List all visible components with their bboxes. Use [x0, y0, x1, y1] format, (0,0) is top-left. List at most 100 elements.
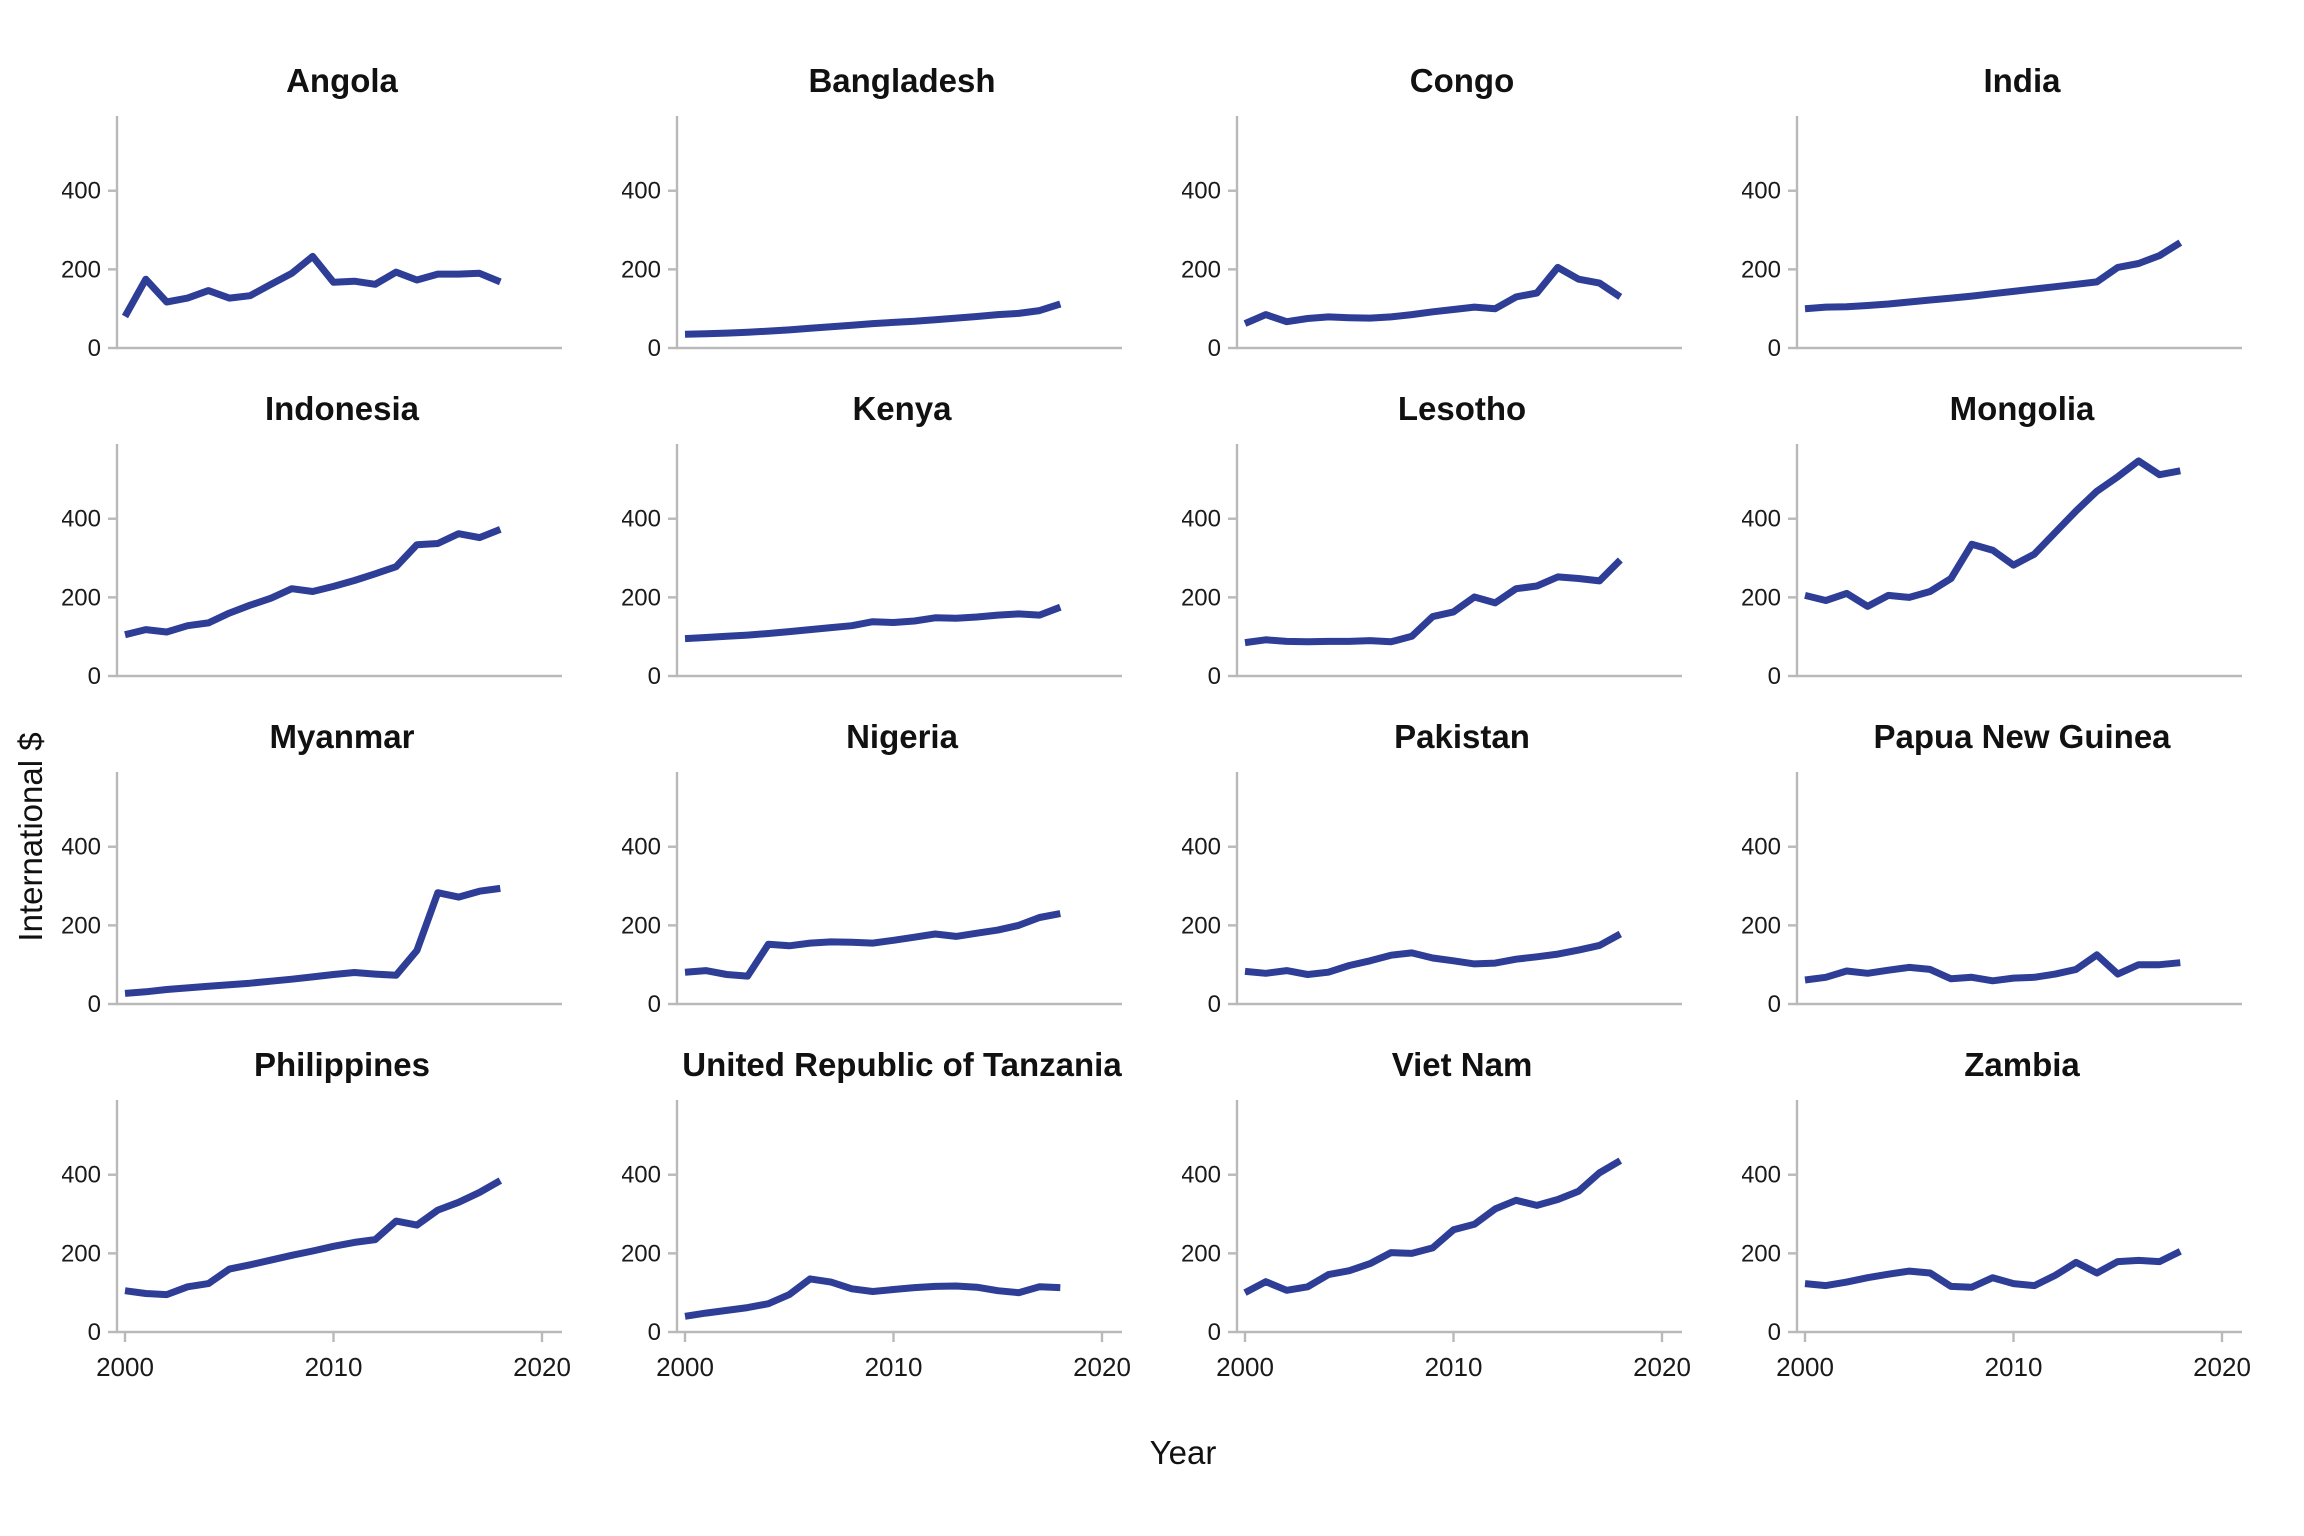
plot-svg: 0 200 400: [62, 772, 562, 1018]
data-line: [1804, 951, 2181, 985]
plot-svg: 0 200 400: [622, 116, 1122, 362]
plot-svg: 0 200 400: [1182, 444, 1682, 690]
subplot-philippines: Philippines 0 200 400 2000 2010 2020: [62, 1036, 622, 1420]
subplot-title: Indonesia: [62, 380, 622, 436]
y-tick-label: 200: [622, 256, 661, 283]
y-tick-label: 400: [622, 834, 661, 861]
subplot-title-text: Indonesia: [264, 390, 420, 428]
x-tick-label: 2020: [1633, 1352, 1691, 1382]
y-tick-label: 0: [88, 663, 101, 690]
subplot-bangladesh: Bangladesh 0 200 400: [622, 0, 1182, 380]
x-tick-label: 2000: [1776, 1352, 1834, 1382]
y-axis-gutter: International $: [0, 0, 62, 1536]
data-line: [1243, 263, 1623, 327]
data-line: [124, 526, 502, 639]
plot-svg: 0 200 400 2000 2010 2020: [1742, 1100, 2251, 1382]
y-tick-label: 400: [622, 178, 661, 205]
subplot-row-4: Philippines 0 200 400 2000 2010 2020 United Rep…: [62, 1036, 2304, 1420]
subplot-title-text: Zambia: [1964, 1046, 2080, 1084]
y-tick-label: 400: [1182, 178, 1221, 205]
data-line: [1804, 239, 2183, 313]
y-tick-label: 0: [648, 991, 661, 1018]
subplot-title-text: United Republic of Tanzania: [682, 1046, 1122, 1084]
plot-svg: 0 200 400: [1742, 444, 2242, 690]
subplot-myanmar: Myanmar 0 200 400: [62, 708, 622, 1036]
y-tick-label: 0: [1208, 335, 1221, 362]
subplot-row-2: Indonesia 0 200 400 Kenya 0 200 400 Lesotho 0 200 4…: [62, 380, 2304, 708]
y-tick-label: 0: [1768, 1319, 1781, 1346]
y-tick-label: 400: [622, 1162, 661, 1189]
x-tick-label: 2010: [865, 1352, 923, 1382]
subplot-lesotho: Lesotho 0 200 400: [1182, 380, 1742, 708]
subplot-title: Mongolia: [1742, 380, 2302, 436]
subplot-title: Myanmar: [62, 708, 622, 764]
subplot-title: Kenya: [622, 380, 1182, 436]
data-line: [684, 1275, 1061, 1320]
y-tick-label: 0: [1208, 663, 1221, 690]
plot-svg: 0 200 400: [622, 444, 1122, 690]
subplot-title-text: Lesotho: [1397, 390, 1527, 428]
y-tick-label: 400: [62, 1162, 101, 1189]
subplot-nigeria: Nigeria 0 200 400: [622, 708, 1182, 1036]
y-tick-label: 0: [1768, 991, 1781, 1018]
subplot-title: Viet Nam: [1182, 1036, 1742, 1092]
subplot-indonesia: Indonesia 0 200 400: [62, 380, 622, 708]
plot-svg: 0 200 400: [1742, 772, 2242, 1018]
x-tick-label: 2010: [1985, 1352, 2043, 1382]
data-line: [124, 884, 501, 997]
subplot-title: Zambia: [1742, 1036, 2302, 1092]
subplot-title-text: Philippines: [253, 1046, 431, 1084]
y-tick-label: 0: [648, 663, 661, 690]
y-tick-label: 200: [1742, 256, 1781, 283]
subplot-kenya: Kenya 0 200 400: [622, 380, 1182, 708]
y-tick-label: 0: [1768, 335, 1781, 362]
subplot-title: Philippines: [62, 1036, 622, 1092]
x-tick-label: 2000: [656, 1352, 714, 1382]
x-tick-label: 2000: [1216, 1352, 1274, 1382]
y-tick-label: 400: [1742, 834, 1781, 861]
subplot-pakistan: Pakistan 0 200 400: [1182, 708, 1742, 1036]
x-tick-label: 2010: [305, 1352, 363, 1382]
subplot-title-text: Bangladesh: [808, 62, 996, 100]
y-tick-label: 400: [62, 506, 101, 533]
x-axis-footer: Year: [62, 1420, 2304, 1536]
data-line: [1804, 1248, 2182, 1291]
y-tick-label: 0: [1768, 663, 1781, 690]
plot-svg: 0 200 400: [62, 444, 562, 690]
y-tick-label: 0: [648, 335, 661, 362]
subplot-title: Bangladesh: [622, 0, 1182, 108]
y-tick-label: 200: [1742, 1240, 1781, 1267]
plot-svg: 0 200 400: [1182, 116, 1682, 362]
y-tick-label: 200: [1182, 912, 1221, 939]
subplot-papua-new-guinea: Papua New Guinea 0 200 400: [1742, 708, 2302, 1036]
y-tick-label: 0: [648, 1319, 661, 1346]
subplot-title-text: Nigeria: [846, 718, 958, 756]
subplot-united-republic-of-tanzania: United Republic of Tanzania 0 200 400 2000 20…: [622, 1036, 1182, 1420]
subplot-title-text: India: [1983, 62, 2061, 100]
y-tick-label: 200: [1182, 256, 1221, 283]
y-tick-label: 400: [1182, 506, 1221, 533]
subplot-angola: Angola 0 200 400: [62, 0, 622, 380]
subplot-title-text: Angola: [286, 62, 398, 100]
y-tick-label: 0: [1208, 1319, 1221, 1346]
x-tick-label: 2020: [2193, 1352, 2251, 1382]
y-tick-label: 200: [622, 584, 661, 611]
y-tick-label: 400: [1742, 506, 1781, 533]
plot-svg: 0 200 400: [622, 772, 1122, 1018]
plot-svg: 0 200 400 2000 2010 2020: [1182, 1100, 1691, 1382]
data-line: [124, 1177, 503, 1299]
subplot-title-text: Kenya: [852, 390, 952, 428]
plot-svg: 0 200 400: [1742, 116, 2242, 362]
y-tick-label: 0: [88, 991, 101, 1018]
subplot-row-3: Myanmar 0 200 400 Nigeria 0 200 400 Pakistan 0 200…: [62, 708, 2304, 1036]
y-tick-label: 400: [1742, 1162, 1781, 1189]
subplot-title: Lesotho: [1182, 380, 1742, 436]
subplot-zambia: Zambia 0 200 400 2000 2010 2020: [1742, 1036, 2302, 1420]
subplot-row-1: Angola 0 200 400 Bangladesh 0 200 400 Congo 0 200 4…: [62, 0, 2304, 380]
y-tick-label: 0: [1208, 991, 1221, 1018]
data-line: [1804, 457, 2181, 610]
y-tick-label: 400: [1182, 1162, 1221, 1189]
data-line: [684, 603, 1062, 643]
plot-svg: 0 200 400: [62, 116, 562, 362]
